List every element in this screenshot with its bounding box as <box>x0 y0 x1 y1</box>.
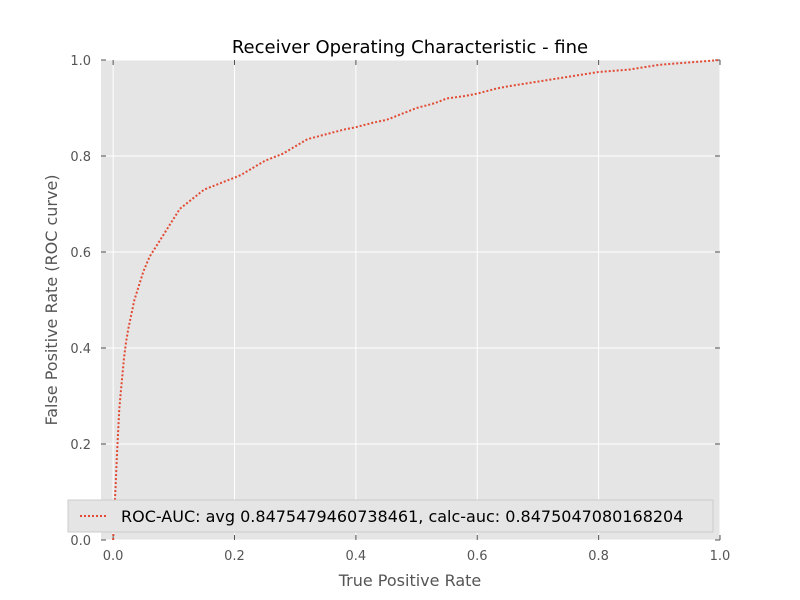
chart-title: Receiver Operating Characteristic - fine <box>232 37 588 58</box>
x-tick-label: 0.8 <box>588 549 609 564</box>
x-tick-label: 0.0 <box>103 549 124 564</box>
y-tick-label: 0.4 <box>70 342 91 357</box>
y-tick-label: 0.2 <box>70 438 91 453</box>
y-tick-label: 0.0 <box>70 534 91 549</box>
legend-box <box>67 499 714 533</box>
legend-label: ROC-AUC: avg 0.8475479460738461, calc-au… <box>121 507 683 526</box>
series-layer <box>112 59 721 541</box>
roc-curve-line <box>112 59 721 541</box>
x-tick-label: 1.0 <box>710 549 731 564</box>
tick-marks <box>101 59 721 541</box>
x-axis-label: True Positive Rate <box>338 571 482 590</box>
legend: ROC-AUC: avg 0.8475479460738461, calc-au… <box>67 499 714 533</box>
x-tick-label: 0.4 <box>346 549 367 564</box>
x-tick-labels: 0.0 0.2 0.4 0.6 0.8 1.0 <box>103 549 731 564</box>
plot-area <box>101 60 720 540</box>
x-tick-label: 0.6 <box>467 549 488 564</box>
y-tick-label: 0.8 <box>70 150 91 165</box>
x-tick-label: 0.2 <box>224 549 245 564</box>
y-axis-label: False Positive Rate (ROC curve) <box>42 174 61 425</box>
grid-lines <box>101 59 721 541</box>
y-tick-label: 0.6 <box>70 246 91 261</box>
y-tick-label: 1.0 <box>70 54 91 69</box>
y-tick-labels: 0.0 0.2 0.4 0.6 0.8 1.0 <box>70 54 91 549</box>
